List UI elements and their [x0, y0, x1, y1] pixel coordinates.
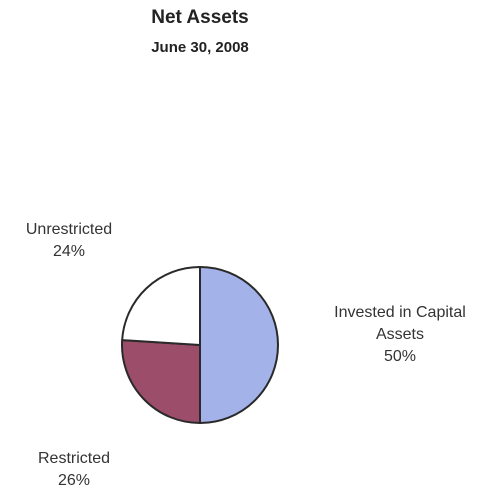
slice-percent: 24% — [4, 241, 134, 263]
slice-label-line: Assets — [312, 324, 488, 346]
pie-slice-restricted — [122, 340, 200, 423]
slice-label-restricted: Restricted 26% — [14, 448, 134, 492]
pie-slice-invested — [200, 267, 278, 423]
slice-label-line: Unrestricted — [4, 219, 134, 241]
pie-slice-unrestricted — [122, 267, 200, 345]
slice-label-line: Invested in Capital — [312, 302, 488, 324]
slice-label-line: Restricted — [14, 448, 134, 470]
slice-percent: 50% — [312, 346, 488, 368]
slice-percent: 26% — [14, 470, 134, 492]
slice-label-unrestricted: Unrestricted 24% — [4, 219, 134, 263]
slice-label-invested: Invested in Capital Assets 50% — [312, 302, 488, 368]
